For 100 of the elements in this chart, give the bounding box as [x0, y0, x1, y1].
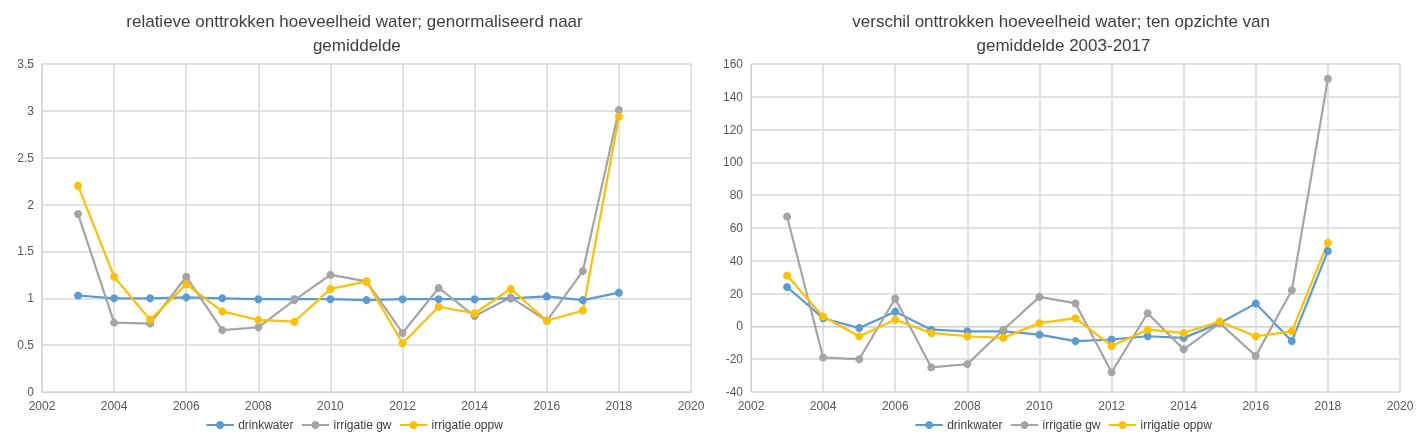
- point: [855, 324, 864, 333]
- point: [1107, 368, 1116, 377]
- y-tick-label: 140: [722, 89, 744, 104]
- x-tick-label: 2004: [809, 399, 837, 413]
- x-tick-label: 2018: [605, 399, 633, 413]
- x-tick-label: 2008: [244, 399, 272, 413]
- y-tick-label: -20: [725, 352, 744, 367]
- legend-label: irrigatie oppw: [431, 418, 504, 432]
- x-tick-label: 2014: [461, 399, 489, 413]
- point: [1287, 286, 1296, 295]
- point: [434, 295, 443, 304]
- y-tick-label: 160: [722, 57, 744, 71]
- point: [963, 332, 972, 341]
- point: [1143, 309, 1152, 318]
- point: [1143, 325, 1152, 334]
- point: [254, 295, 263, 304]
- x-tick-label: 2006: [881, 399, 909, 413]
- point: [74, 181, 83, 190]
- point: [614, 112, 623, 121]
- y-tick-label: 100: [722, 155, 744, 170]
- x-tick-label: 2020: [1386, 399, 1414, 413]
- y-tick-label: 20: [729, 286, 744, 301]
- chart-title: verschil onttrokken hoeveelheid water; ten opzichte van gemiddelde 2003-2017: [852, 11, 1275, 55]
- point: [146, 294, 155, 303]
- point: [74, 209, 83, 218]
- x-tick-label: 2016: [1242, 399, 1270, 413]
- y-tick-label: 40: [729, 253, 744, 268]
- y-tick-label: 0: [27, 385, 35, 399]
- point: [470, 295, 479, 304]
- y-tick-label: 120: [722, 122, 744, 137]
- legend-label: irrigatie oppw: [1140, 418, 1213, 432]
- x-tick-label: 2020: [677, 399, 705, 413]
- point: [254, 315, 263, 324]
- point: [182, 293, 191, 302]
- point: [927, 363, 936, 372]
- point: [326, 270, 335, 279]
- point: [434, 302, 443, 311]
- x-tick-label: 2018: [1314, 399, 1342, 413]
- point: [182, 280, 191, 289]
- point: [578, 267, 587, 276]
- point: [819, 353, 828, 362]
- point: [254, 323, 263, 332]
- x-tick-label: 2004: [100, 399, 128, 413]
- legend-label: irrigatie gw: [333, 418, 392, 432]
- legend-label: drinkwater: [947, 418, 1003, 432]
- point: [362, 296, 371, 305]
- point: [326, 295, 335, 304]
- legend-label: drinkwater: [238, 418, 294, 432]
- point: [578, 296, 587, 305]
- point: [855, 355, 864, 364]
- point: [1071, 337, 1080, 346]
- point: [1035, 319, 1044, 328]
- point: [1035, 292, 1044, 301]
- point: [326, 284, 335, 293]
- x-tick-label: 2002: [737, 399, 765, 413]
- point: [74, 291, 83, 300]
- x-tick-label: 2010: [317, 399, 345, 413]
- x-tick-label: 2012: [389, 399, 417, 413]
- x-tick-label: 2010: [1026, 399, 1054, 413]
- point: [891, 294, 900, 303]
- point: [398, 295, 407, 304]
- point: [1179, 345, 1188, 354]
- x-tick-label: 2016: [533, 399, 561, 413]
- point: [1323, 238, 1332, 247]
- y-tick-label: 1.5: [17, 244, 35, 259]
- y-tick-label: 2: [27, 197, 35, 212]
- point: [218, 294, 227, 303]
- y-tick-label: 3: [27, 103, 35, 118]
- y-tick-label: 60: [729, 221, 744, 235]
- y-tick-label: 0: [736, 319, 744, 334]
- point: [855, 332, 864, 341]
- point: [614, 105, 623, 114]
- point: [398, 339, 407, 348]
- point: [963, 360, 972, 369]
- point: [891, 315, 900, 324]
- point: [1251, 332, 1260, 341]
- y-tick-label: 2.5: [17, 150, 35, 165]
- x-tick-label: 2008: [953, 399, 981, 413]
- x-tick-label: 2006: [172, 399, 200, 413]
- y-tick-label: 0.5: [17, 338, 35, 353]
- legend-label: irrigatie gw: [1042, 418, 1101, 432]
- point: [1251, 351, 1260, 360]
- y-tick-label: 3.5: [17, 57, 35, 71]
- y-tick-label: 1: [27, 291, 35, 306]
- point: [542, 292, 551, 301]
- point: [1251, 299, 1260, 308]
- y-tick-label: 80: [729, 188, 744, 203]
- point: [891, 307, 900, 316]
- point: [1287, 327, 1296, 336]
- x-tick-label: 2002: [28, 399, 56, 413]
- y-tick-label: -40: [725, 385, 744, 399]
- point: [783, 271, 792, 280]
- point: [1323, 74, 1332, 83]
- chart-title: relatieve onttrokken hoeveelheid water; genormaliseerd naar gemiddelde: [126, 11, 584, 55]
- point: [783, 212, 792, 221]
- point: [1287, 337, 1296, 346]
- point: [110, 294, 119, 303]
- point: [614, 288, 623, 297]
- x-tick-label: 2014: [1170, 399, 1198, 413]
- point: [578, 306, 587, 315]
